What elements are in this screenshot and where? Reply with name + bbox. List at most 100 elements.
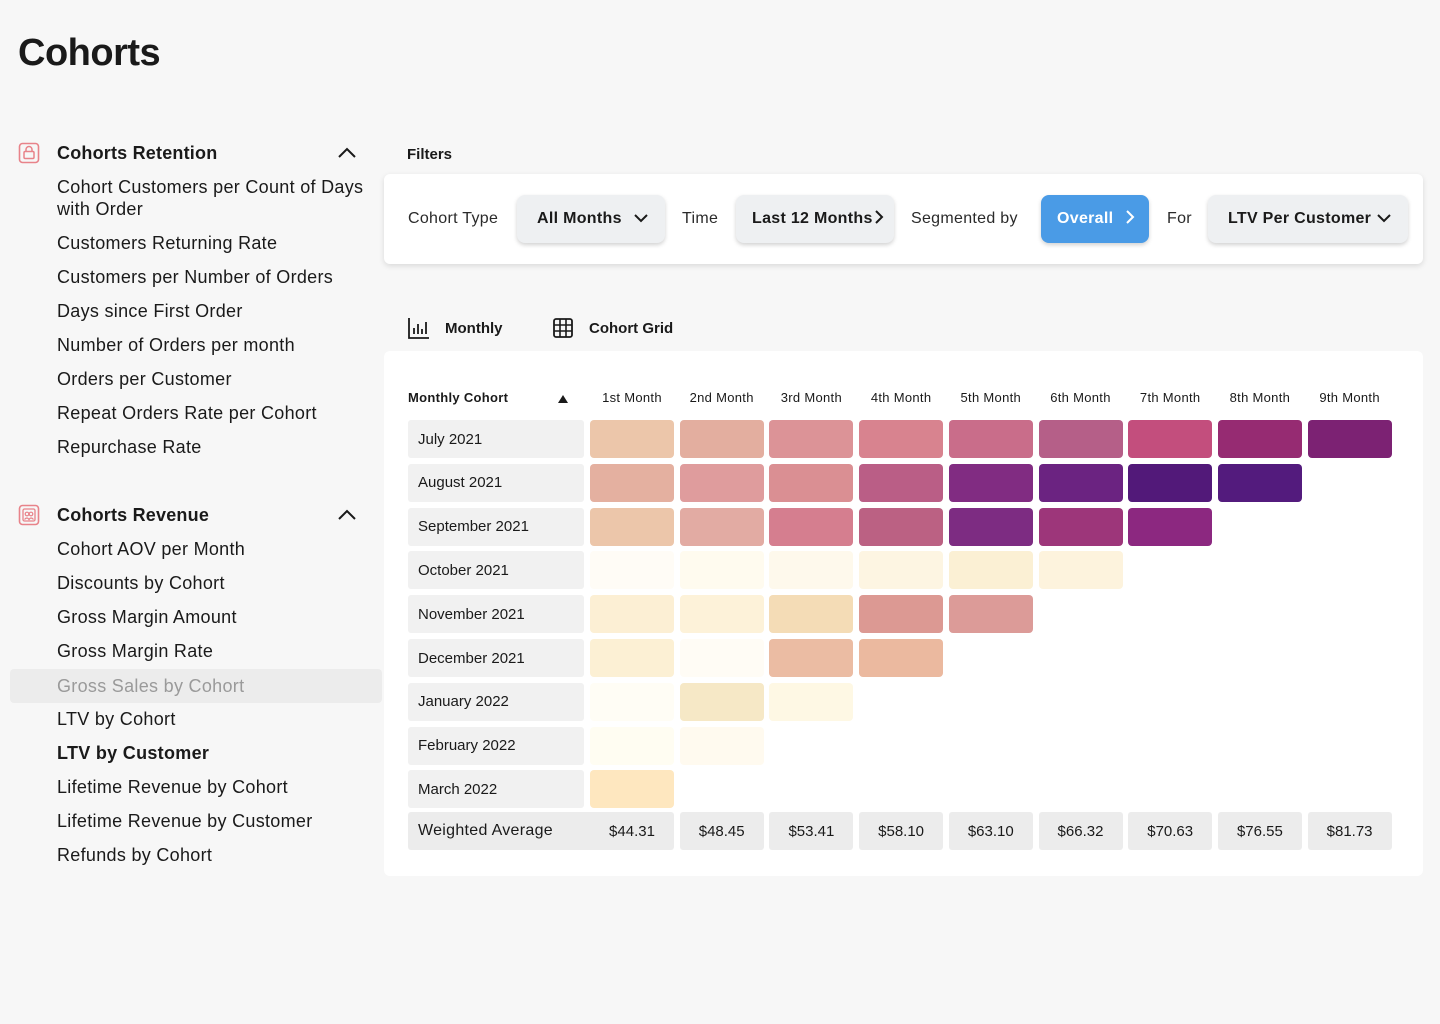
- heatmap-cell[interactable]: [769, 595, 854, 634]
- heatmap-cell[interactable]: [590, 595, 674, 634]
- heatmap-cell[interactable]: [1307, 420, 1392, 458]
- segmented-by-label: Segmented by: [911, 210, 1018, 227]
- cohort-row-label: January 2022: [408, 682, 584, 721]
- sidebar-item-gross-margin-amount[interactable]: Gross Margin Amount: [57, 607, 237, 627]
- heatmap-cell[interactable]: [590, 507, 674, 546]
- column-header-9: 9th Month: [1319, 390, 1380, 405]
- heatmap-cell[interactable]: [590, 770, 674, 809]
- heatmap-cell[interactable]: [769, 507, 854, 546]
- tab-monthly[interactable]: Monthly: [407, 315, 503, 341]
- sidebar-item-days-since-first-order[interactable]: Days since First Order: [57, 301, 243, 321]
- heatmap-cell[interactable]: [679, 595, 764, 634]
- heatmap-cell[interactable]: [948, 463, 1033, 502]
- heatmap-cell[interactable]: [948, 551, 1033, 590]
- column-header-2: 2nd Month: [689, 390, 754, 405]
- sidebar-item-customers-returning-rate[interactable]: Customers Returning Rate: [57, 233, 278, 253]
- sidebar-item-lifetime-revenue-by-cohort[interactable]: Lifetime Revenue by Cohort: [57, 777, 288, 797]
- sidebar-item-cohort-customers[interactable]: Cohort Customers per Count of Days with …: [57, 177, 364, 219]
- chevron-right-icon: [874, 209, 884, 230]
- sidebar-item-ltv-by-customer[interactable]: LTV by Customer: [57, 743, 210, 763]
- heatmap-cell[interactable]: [1038, 551, 1123, 590]
- grid-icon: [551, 316, 575, 340]
- sidebar-item-repurchase-rate[interactable]: Repurchase Rate: [57, 437, 202, 457]
- sidebar-item-ltv-by-cohort[interactable]: LTV by Cohort: [57, 709, 176, 729]
- heatmap-cell[interactable]: [590, 463, 674, 502]
- sidebar-item-repeat-orders-rate[interactable]: Repeat Orders Rate per Cohort: [57, 403, 317, 423]
- sidebar-item-refunds-by-cohort[interactable]: Refunds by Cohort: [57, 845, 213, 865]
- heatmap-cell[interactable]: [769, 463, 854, 502]
- heatmap-cell[interactable]: [1038, 507, 1123, 546]
- chevron-up-icon[interactable]: [337, 143, 357, 163]
- sidebar-item-orders-per-customer[interactable]: Orders per Customer: [57, 369, 232, 389]
- tab-monthly-label: Monthly: [445, 319, 503, 337]
- sidebar-item-customers-per-number-of-orders[interactable]: Customers per Number of Orders: [57, 267, 334, 287]
- heatmap-cell[interactable]: [859, 420, 944, 458]
- for-label: For: [1167, 210, 1192, 227]
- heatmap-cell[interactable]: [769, 682, 854, 721]
- heatmap-cell[interactable]: [1038, 463, 1123, 502]
- heatmap-cell[interactable]: [1128, 420, 1213, 458]
- weighted-average-value: $63.10: [948, 812, 1033, 850]
- cohort-type-label: Cohort Type: [408, 210, 499, 227]
- heatmap-cell[interactable]: [859, 551, 944, 590]
- chevron-right-icon: [1125, 209, 1135, 230]
- sidebar-item-discounts-by-cohort[interactable]: Discounts by Cohort: [57, 573, 225, 593]
- column-header-1: 1st Month: [602, 390, 662, 405]
- cohort-row-label: August 2021: [408, 463, 584, 502]
- sidebar-item-gross-sales-by-cohort[interactable]: Gross Sales by Cohort: [10, 669, 382, 703]
- heatmap-cell[interactable]: [679, 551, 764, 590]
- heatmap-cell[interactable]: [590, 639, 674, 677]
- heatmap-cell[interactable]: [769, 639, 854, 677]
- sidebar-item-number-of-orders-per-month[interactable]: Number of Orders per month: [57, 335, 295, 355]
- heatmap-cell[interactable]: [1217, 420, 1302, 458]
- heatmap-cell[interactable]: [679, 463, 764, 502]
- retention-section-header[interactable]: Cohorts Retention: [10, 138, 382, 168]
- heatmap-cell[interactable]: [1038, 420, 1123, 458]
- heatmap-cell[interactable]: [859, 507, 944, 546]
- heatmap-cell[interactable]: [679, 639, 764, 677]
- heatmap-cell[interactable]: [948, 595, 1033, 634]
- tab-cohort-grid[interactable]: Cohort Grid: [551, 315, 673, 341]
- cohort-row-label: March 2022: [408, 770, 584, 809]
- metric-dropdown[interactable]: LTV Per Customer: [1208, 195, 1408, 243]
- heatmap-cell[interactable]: [679, 726, 764, 765]
- sort-ascending-icon[interactable]: [557, 393, 569, 405]
- weighted-average-value: $70.63: [1128, 812, 1213, 850]
- sidebar-item-lifetime-revenue-by-customer[interactable]: Lifetime Revenue by Customer: [57, 811, 313, 831]
- heatmap-cell[interactable]: [769, 420, 854, 458]
- heatmap-cell[interactable]: [1217, 463, 1302, 502]
- time-dropdown[interactable]: Last 12 Months: [736, 195, 894, 243]
- heatmap-cell[interactable]: [679, 507, 764, 546]
- weighted-average-value: $53.41: [769, 812, 854, 850]
- chevron-down-icon: [1376, 210, 1392, 228]
- heatmap-cell[interactable]: [590, 682, 674, 721]
- heatmap-cell[interactable]: [590, 551, 674, 590]
- heatmap-cell[interactable]: [590, 420, 674, 458]
- heatmap-cell[interactable]: [1128, 507, 1213, 546]
- sidebar-item-gross-margin-rate[interactable]: Gross Margin Rate: [57, 641, 214, 661]
- heatmap-cell[interactable]: [679, 420, 764, 458]
- cohort-row-label: July 2021: [408, 420, 584, 458]
- cohort-type-dropdown[interactable]: All Months: [517, 195, 665, 243]
- tab-cohort-grid-label: Cohort Grid: [589, 319, 674, 337]
- heatmap-cell[interactable]: [859, 463, 944, 502]
- heatmap-cell[interactable]: [859, 595, 944, 634]
- segmented-by-dropdown[interactable]: Overall: [1041, 195, 1149, 243]
- heatmap-cell[interactable]: [769, 551, 854, 590]
- chevron-up-icon[interactable]: [337, 505, 357, 525]
- sidebar-item-cohort-aov[interactable]: Cohort AOV per Month: [57, 539, 246, 559]
- page-title: Cohorts: [18, 32, 161, 74]
- retention-section-title: Cohorts Retention: [57, 142, 218, 163]
- heatmap-cell[interactable]: [948, 507, 1033, 546]
- heatmap-cell[interactable]: [859, 639, 944, 677]
- time-label: Time: [682, 210, 719, 227]
- heatmap-cell[interactable]: [948, 420, 1033, 458]
- revenue-section-header[interactable]: Cohorts Revenue: [10, 500, 382, 530]
- retention-icon: [18, 142, 40, 164]
- cohort-row-label: November 2021: [408, 595, 584, 634]
- heatmap-cell[interactable]: [590, 726, 674, 765]
- cohort-row-label: October 2021: [408, 551, 584, 590]
- monthly-cohort-header[interactable]: Monthly Cohort: [408, 390, 509, 405]
- heatmap-cell[interactable]: [1128, 463, 1213, 502]
- heatmap-cell[interactable]: [679, 682, 764, 721]
